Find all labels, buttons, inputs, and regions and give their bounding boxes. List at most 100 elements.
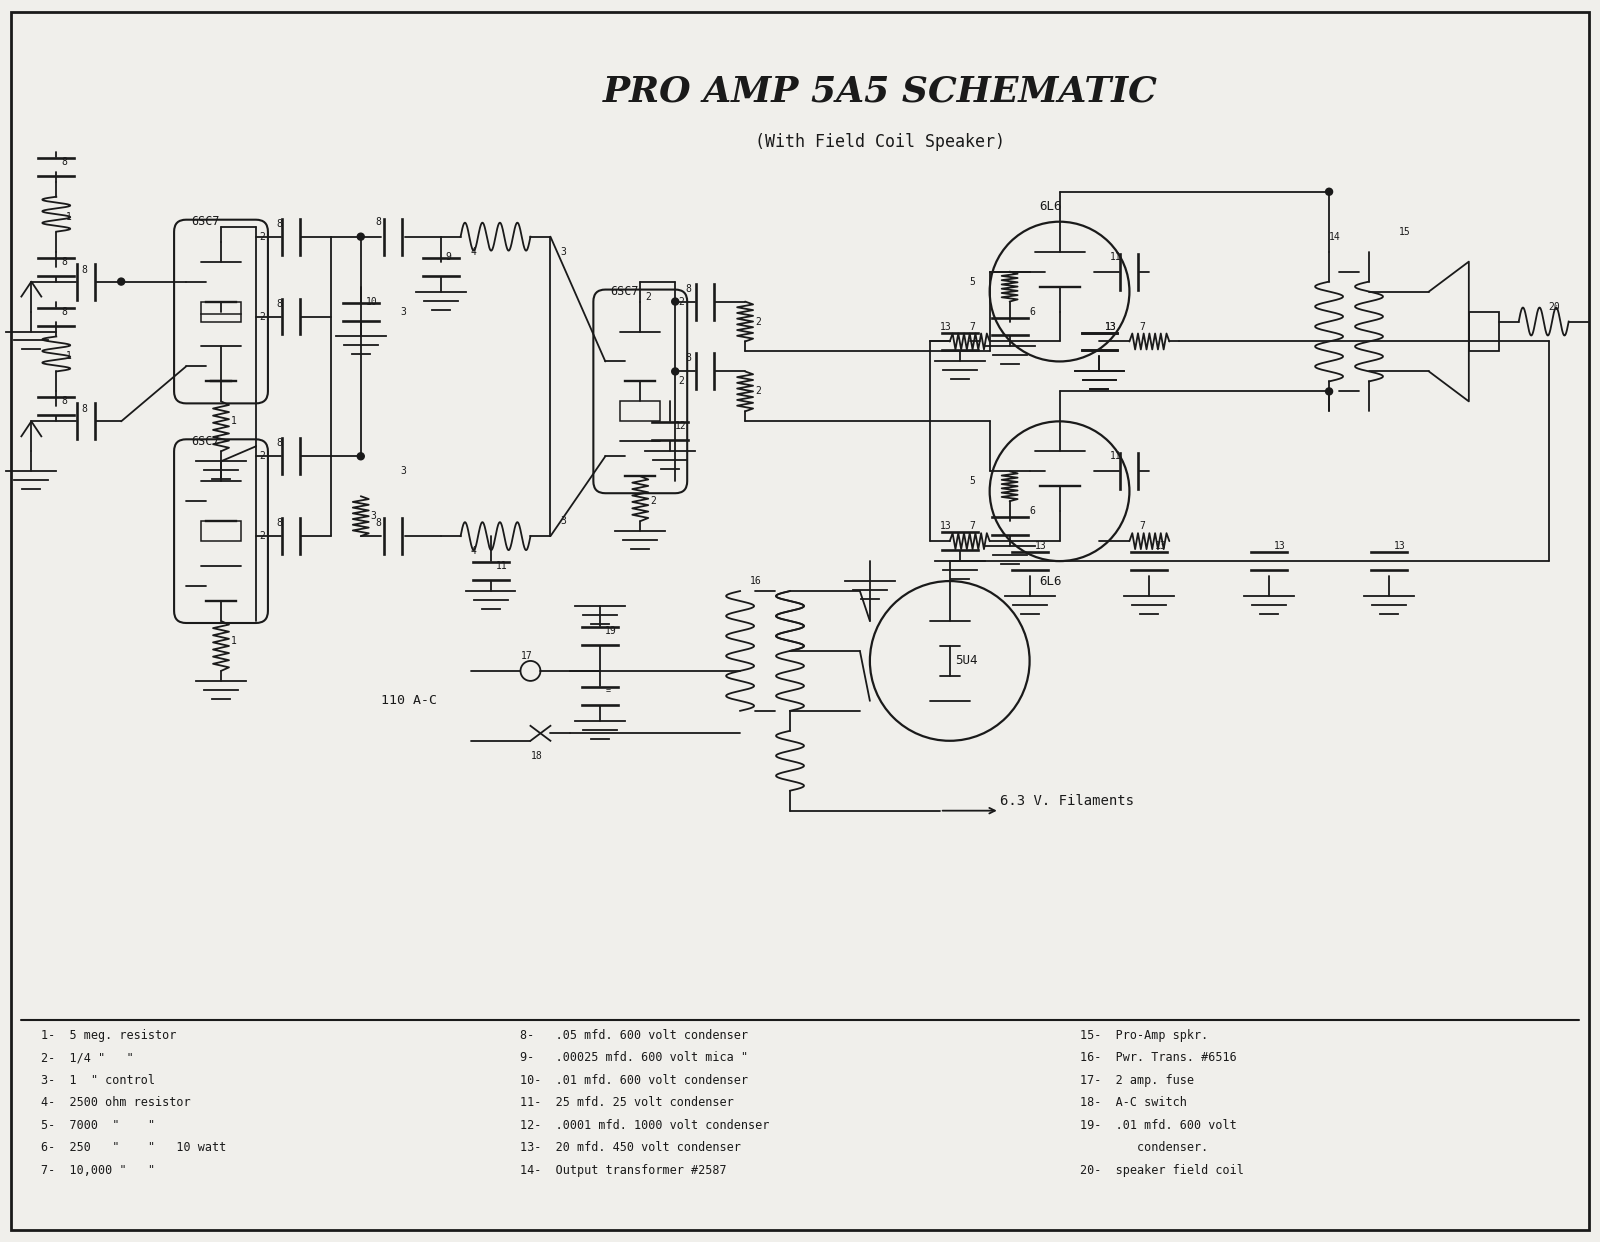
Text: 13: 13 [1394,542,1406,551]
Text: 9: 9 [446,252,451,262]
Text: 2: 2 [678,297,685,307]
Text: 3: 3 [400,307,406,317]
Text: 4: 4 [470,247,477,257]
Text: 20: 20 [1549,302,1560,312]
Text: 5U4: 5U4 [955,655,978,667]
Text: 2: 2 [755,386,762,396]
Text: 12: 12 [675,421,686,431]
Text: 6-  250   "    "   10 watt: 6- 250 " " 10 watt [42,1141,227,1154]
Text: 7: 7 [970,322,976,332]
Text: 7: 7 [1139,522,1146,532]
Circle shape [1325,388,1333,395]
Bar [621,401,661,421]
Text: 3: 3 [560,517,566,527]
Circle shape [118,278,125,286]
Text: 13: 13 [939,522,952,532]
Text: 8: 8 [61,396,67,406]
Text: 12-  .0001 mfd. 1000 volt condenser: 12- .0001 mfd. 1000 volt condenser [520,1119,770,1131]
Text: 1: 1 [66,211,72,222]
Circle shape [672,368,678,375]
Text: 6: 6 [1030,307,1035,317]
Text: 8: 8 [82,265,86,274]
Text: 13: 13 [1104,322,1117,332]
Text: 4: 4 [470,546,477,556]
Text: 14-  Output transformer #2587: 14- Output transformer #2587 [520,1164,726,1176]
Circle shape [357,453,365,460]
Text: 8: 8 [61,307,67,317]
Text: 10-  .01 mfd. 600 volt condenser: 10- .01 mfd. 600 volt condenser [520,1073,749,1087]
Text: 8: 8 [82,405,86,415]
Text: 10: 10 [366,297,378,307]
Text: 11: 11 [1109,252,1122,262]
Text: 8: 8 [685,354,691,364]
Text: 6SC7: 6SC7 [190,215,219,229]
Text: 1: 1 [66,351,72,361]
Text: 17: 17 [520,651,533,661]
Text: 2: 2 [259,232,266,242]
Text: 11-  25 mfd. 25 volt condenser: 11- 25 mfd. 25 volt condenser [520,1097,734,1109]
Text: 19: 19 [605,626,618,636]
Text: 18-  A-C switch: 18- A-C switch [1080,1097,1186,1109]
Text: 2: 2 [259,312,266,322]
Text: 3-  1  " control: 3- 1 " control [42,1073,155,1087]
Text: 15: 15 [1398,227,1411,237]
Text: 7-  10,000 "   ": 7- 10,000 " " [42,1164,155,1176]
Text: condenser.: condenser. [1080,1141,1208,1154]
Text: 6SC7: 6SC7 [190,435,219,448]
Text: 20-  speaker field coil: 20- speaker field coil [1080,1164,1243,1176]
Bar [202,522,242,542]
Circle shape [1325,189,1333,195]
Text: 6: 6 [1030,507,1035,517]
Text: 8: 8 [275,219,282,229]
Text: 16: 16 [750,576,762,586]
Text: 15-  Pro-Amp spkr.: 15- Pro-Amp spkr. [1080,1028,1208,1042]
Text: 4-  2500 ohm resistor: 4- 2500 ohm resistor [42,1097,190,1109]
Text: 7: 7 [970,522,976,532]
Text: 2: 2 [650,497,656,507]
Text: 5: 5 [970,277,976,287]
Text: 11: 11 [496,561,507,571]
Text: 16-  Pwr. Trans. #6516: 16- Pwr. Trans. #6516 [1080,1051,1237,1064]
Text: 5-  7000  "    ": 5- 7000 " " [42,1119,155,1131]
Text: 3: 3 [400,466,406,476]
Text: 8: 8 [61,257,67,267]
Text: 8: 8 [275,518,282,528]
Text: 13: 13 [939,322,952,332]
Text: 2: 2 [259,451,266,461]
Text: 6.3 V. Filaments: 6.3 V. Filaments [1000,794,1134,807]
Text: 6L6: 6L6 [1040,575,1062,587]
Text: 8: 8 [376,518,382,528]
Circle shape [672,298,678,306]
Text: 8: 8 [685,283,691,293]
Text: PRO AMP 5A5 SCHEMATIC: PRO AMP 5A5 SCHEMATIC [603,75,1157,109]
Text: 8: 8 [275,438,282,448]
Text: 2: 2 [678,376,685,386]
Text: 2: 2 [645,292,651,302]
Text: 18: 18 [531,750,542,761]
Text: 2-  1/4 "   ": 2- 1/4 " " [42,1051,134,1064]
Text: 13: 13 [1274,542,1286,551]
Text: 8: 8 [376,216,382,227]
Text: 8-   .05 mfd. 600 volt condenser: 8- .05 mfd. 600 volt condenser [520,1028,749,1042]
Bar [1469,312,1499,351]
Text: 110 A-C: 110 A-C [381,694,437,708]
Text: 7: 7 [1139,322,1146,332]
Text: 19-  .01 mfd. 600 volt: 19- .01 mfd. 600 volt [1080,1119,1237,1131]
Text: 9-   .00025 mfd. 600 volt mica ": 9- .00025 mfd. 600 volt mica " [520,1051,749,1064]
Text: =: = [605,687,610,696]
Text: 13: 13 [1154,542,1166,551]
Text: 5: 5 [970,476,976,487]
Text: 13: 13 [1104,322,1117,332]
Text: 3: 3 [371,512,376,522]
Circle shape [357,233,365,240]
Text: 8: 8 [275,298,282,308]
Text: 1: 1 [230,636,237,646]
Text: 2: 2 [259,532,266,542]
Text: 2: 2 [755,317,762,327]
Text: 6SC7: 6SC7 [610,286,638,298]
Text: 17-  2 amp. fuse: 17- 2 amp. fuse [1080,1073,1194,1087]
Text: 1: 1 [230,416,237,426]
Text: 8: 8 [61,156,67,166]
Text: 11: 11 [1109,451,1122,461]
Text: 3: 3 [560,247,566,257]
